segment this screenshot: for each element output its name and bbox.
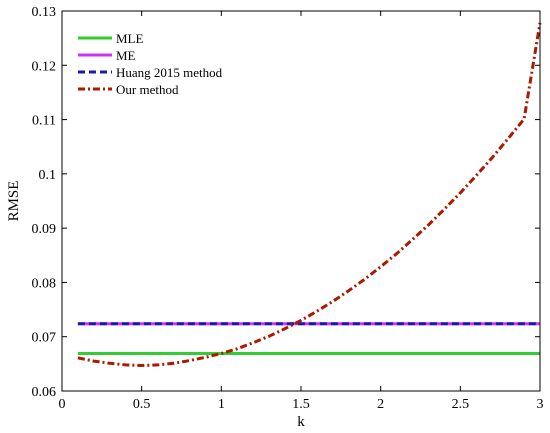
- legend-label: MLE: [116, 31, 144, 46]
- y-tick-label: 0.08: [32, 276, 57, 291]
- legend: MLE ME Huang 2015 method Our method: [70, 28, 223, 97]
- y-axis-label: RMSE: [6, 181, 22, 222]
- y-axis-ticks: 0.06 0.07 0.08 0.09 0.1 0.11 0.12 0.13: [32, 5, 540, 400]
- series-line-our-method: [77, 22, 542, 367]
- y-tick-label: 0.12: [32, 59, 57, 74]
- x-tick-label: 2: [377, 397, 384, 412]
- series-layer: [77, 22, 542, 367]
- y-tick-label: 0.11: [32, 114, 56, 129]
- x-tick-label: 3: [537, 397, 544, 412]
- legend-label: Huang 2015 method: [116, 65, 223, 80]
- x-tick-label: 1.5: [292, 397, 310, 412]
- x-axis-ticks: 0 0.5 1 1.5 2 2.5 3: [59, 11, 544, 412]
- x-tick-label: 1: [218, 397, 225, 412]
- legend-label: Our method: [116, 82, 179, 97]
- y-tick-label: 0.13: [32, 5, 57, 20]
- x-tick-label: 0: [59, 397, 66, 412]
- y-tick-label: 0.06: [32, 385, 57, 400]
- x-tick-label: 2.5: [452, 397, 470, 412]
- x-tick-label: 0.5: [133, 397, 151, 412]
- legend-label: ME: [116, 48, 136, 63]
- y-tick-label: 0.1: [39, 168, 57, 183]
- x-axis-label: k: [297, 414, 305, 430]
- y-tick-label: 0.09: [32, 222, 57, 237]
- y-tick-label: 0.07: [32, 331, 57, 346]
